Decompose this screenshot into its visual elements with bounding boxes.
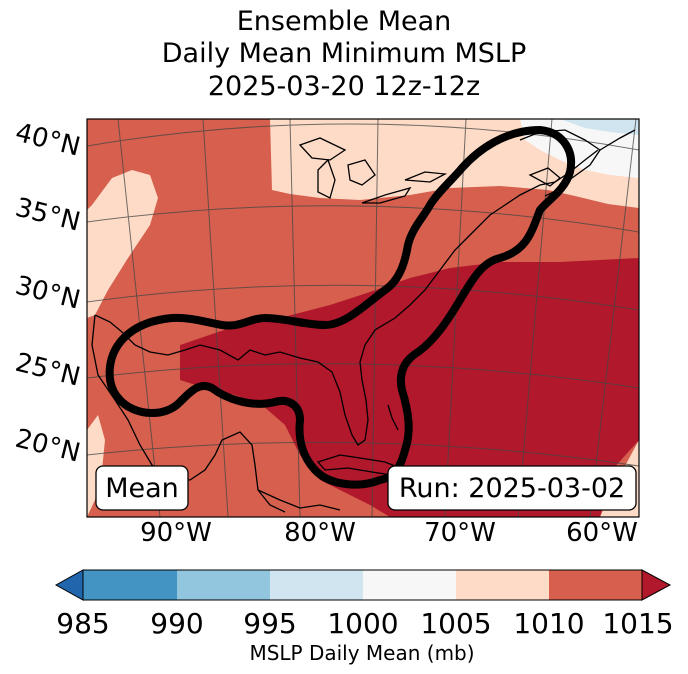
run-label: Run: 2025-03-02 [399,473,625,504]
coastline-bahamas [387,404,399,431]
mslp-contour [105,126,576,489]
coastline-lake-superior [298,137,347,161]
colorbar-bin-995-1000 [270,570,363,600]
colorbar-bin-1000-1005 [363,570,456,600]
colorbar-label: MSLP Daily Mean (mb) [249,641,474,665]
graticule-lat-30 [87,284,639,311]
graticule-lat-35 [87,205,639,233]
colorbar-tick-1010: 1010 [513,607,584,640]
colorbar-bin-1010-1015 [549,570,642,600]
graticule-lon-90 [202,119,229,517]
colorbar-tick-985: 985 [56,607,109,640]
title-line-2: Daily Mean Minimum MSLP [161,38,527,69]
colorbar-tick-1005: 1005 [420,607,491,640]
colorbar-extend-high [641,569,672,601]
graticule-lon-75 [444,119,467,517]
lon-label-60w: 60°W [566,518,638,548]
graticule-lon-80 [371,119,379,517]
mslp-field-1005-sw [87,415,105,517]
mean-label: Mean [105,473,179,504]
coastline-lake-erie [361,186,412,204]
graticule-lon-95 [117,119,161,517]
graticule-lat-25 [87,363,639,389]
lon-label-70w: 70°W [424,518,496,548]
map-frame [86,118,640,518]
coastline-lake-ontario [404,171,448,183]
mean-label-box [95,465,189,511]
lat-label-25: 25°N [12,348,83,393]
colorbar-extend-low [54,569,84,601]
lat-label-20: 20°N [12,424,83,469]
lon-label-90w: 90°W [140,518,212,548]
graticule-lon-70 [517,119,553,517]
coastline-newfoundland [599,129,636,151]
colorbar-bin-1005-1010 [456,570,549,600]
colorbar-bin-990-995 [177,570,270,600]
mslp-field-1005-west [87,170,158,318]
mslp-field-995-ne [560,119,639,135]
graticule-lon-65 [589,119,637,517]
lon-label-80w: 80°W [284,518,356,548]
lat-label-30: 30°N [12,271,83,316]
coastline-central-america [257,489,341,511]
colorbar-tick-1000: 1000 [327,607,398,640]
colorbar-tick-995: 995 [243,607,296,640]
title-line-1: Ensemble Mean [236,6,452,37]
colorbar-frame [82,569,643,601]
title-line-3: 2025-03-20 12z-12z [207,71,481,102]
run-label-box [387,465,637,511]
colorbar-tick-990: 990 [150,607,203,640]
colorbar: 985 990 995 1000 1005 1010 1015 MSLP Dai… [54,569,674,665]
map-panel [87,119,639,517]
lat-label-35: 35°N [12,193,83,238]
lat-label-40: 40°N [12,118,83,163]
coastline-nova-scotia [528,167,562,187]
coastline-lake-huron [347,159,376,186]
coastline-lake-michigan [317,158,336,199]
colorbar-tick-1015: 1015 [602,607,673,640]
colorbar-bin-985-990 [83,570,177,600]
coastline-us-east [94,149,599,446]
